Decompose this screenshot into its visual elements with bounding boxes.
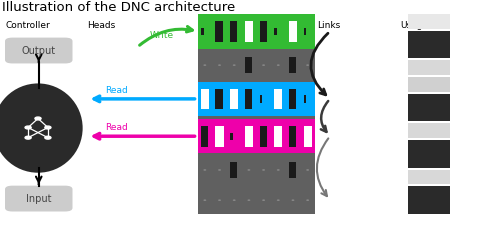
- Bar: [260, 21, 267, 42]
- Bar: [216, 89, 223, 109]
- Bar: [198, 187, 315, 214]
- Circle shape: [218, 169, 221, 171]
- Circle shape: [218, 200, 221, 201]
- Bar: [408, 186, 450, 214]
- Circle shape: [306, 200, 309, 201]
- Bar: [230, 21, 237, 42]
- Text: Illustration of the DNC architecture: Illustration of the DNC architecture: [2, 1, 236, 14]
- Text: Heads: Heads: [88, 21, 116, 30]
- Bar: [245, 21, 253, 42]
- Circle shape: [25, 136, 31, 139]
- Text: Input: Input: [26, 194, 52, 204]
- Text: Controller: Controller: [5, 21, 50, 30]
- Bar: [198, 51, 315, 79]
- Bar: [198, 156, 315, 184]
- Circle shape: [277, 169, 280, 171]
- Bar: [260, 95, 262, 102]
- Circle shape: [233, 200, 235, 201]
- Circle shape: [248, 200, 250, 201]
- Circle shape: [233, 64, 235, 66]
- Bar: [408, 140, 450, 168]
- Bar: [230, 162, 237, 178]
- Bar: [289, 162, 296, 178]
- Bar: [201, 28, 203, 35]
- Circle shape: [262, 64, 265, 66]
- Text: Output: Output: [22, 46, 56, 55]
- Text: Links: Links: [318, 21, 341, 30]
- Bar: [408, 169, 450, 184]
- Bar: [245, 89, 252, 109]
- Circle shape: [204, 200, 206, 201]
- Bar: [408, 123, 450, 138]
- Bar: [201, 89, 209, 109]
- FancyBboxPatch shape: [5, 186, 72, 212]
- Bar: [304, 28, 306, 35]
- Circle shape: [25, 126, 31, 129]
- Bar: [304, 95, 306, 102]
- Bar: [198, 82, 315, 116]
- Bar: [408, 60, 450, 75]
- Bar: [245, 126, 253, 147]
- Circle shape: [262, 169, 265, 171]
- Bar: [198, 14, 315, 49]
- Bar: [201, 126, 208, 147]
- Text: Read: Read: [105, 123, 128, 132]
- Bar: [289, 57, 296, 73]
- Ellipse shape: [0, 83, 82, 173]
- Circle shape: [306, 169, 309, 171]
- Bar: [230, 89, 238, 109]
- Bar: [274, 126, 282, 147]
- Bar: [289, 89, 296, 109]
- Bar: [245, 57, 252, 73]
- Circle shape: [218, 64, 221, 66]
- Bar: [274, 28, 277, 35]
- Text: Write: Write: [150, 31, 174, 40]
- Circle shape: [45, 136, 51, 139]
- Bar: [289, 21, 297, 42]
- Circle shape: [45, 126, 51, 129]
- Bar: [216, 21, 223, 42]
- Circle shape: [277, 64, 280, 66]
- Bar: [408, 94, 450, 121]
- Bar: [198, 119, 315, 153]
- Bar: [274, 89, 282, 109]
- Circle shape: [204, 169, 206, 171]
- Bar: [198, 14, 315, 214]
- Bar: [408, 77, 450, 92]
- Circle shape: [204, 64, 206, 66]
- Bar: [230, 133, 233, 140]
- Circle shape: [292, 200, 294, 201]
- Text: Memory: Memory: [198, 21, 234, 30]
- Bar: [408, 31, 450, 59]
- Circle shape: [277, 200, 280, 201]
- Circle shape: [306, 64, 309, 66]
- Bar: [408, 14, 450, 29]
- Circle shape: [35, 117, 41, 120]
- FancyBboxPatch shape: [5, 38, 72, 63]
- Circle shape: [262, 200, 265, 201]
- Bar: [260, 126, 267, 147]
- Bar: [289, 126, 296, 147]
- Bar: [304, 126, 312, 147]
- Text: Read: Read: [105, 86, 128, 95]
- Text: Usage: Usage: [400, 21, 428, 30]
- Bar: [216, 126, 224, 147]
- Circle shape: [248, 169, 250, 171]
